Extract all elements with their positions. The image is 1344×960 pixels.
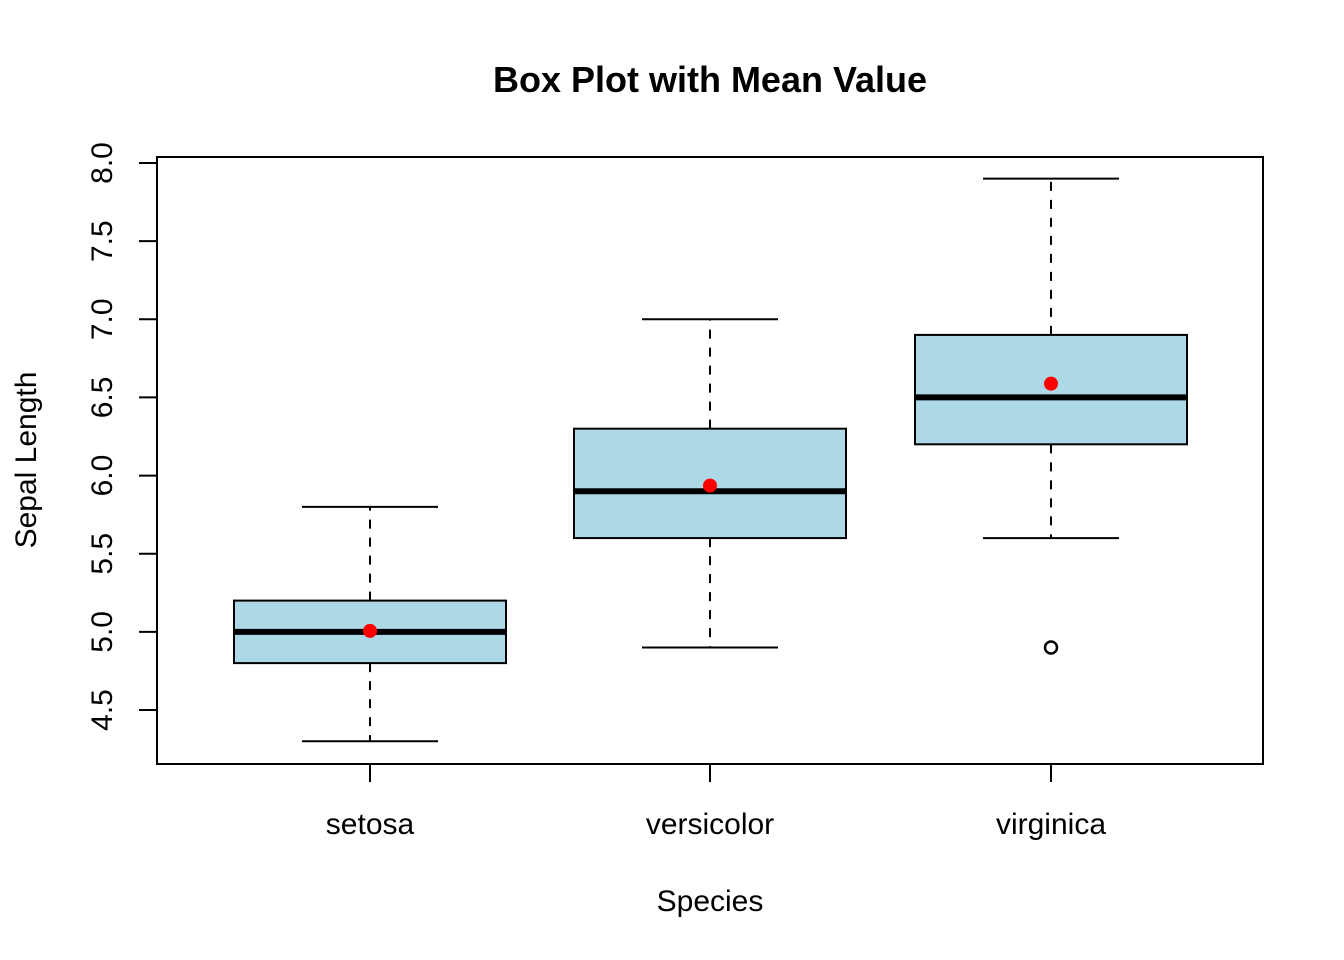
- y-tick-label: 7.5: [86, 220, 119, 262]
- x-axis-label: Species: [657, 885, 764, 918]
- y-tick-label: 5.5: [86, 533, 119, 575]
- x-tick-label: virginica: [996, 808, 1106, 841]
- y-axis-label: Sepal Length: [10, 372, 43, 549]
- box-group-setosa: [233, 505, 507, 743]
- y-axis: 4.5 5.0 5.5 6.0 6.5 7.0 7.5 8.0: [86, 142, 158, 731]
- y-tick-label: 8.0: [86, 142, 119, 184]
- y-tick-label: 5.0: [86, 611, 119, 653]
- chart-title: Box Plot with Mean Value: [493, 59, 927, 100]
- y-tick-label: 4.5: [86, 689, 119, 731]
- x-tick-label: setosa: [326, 808, 415, 841]
- box-group-virginica: [914, 177, 1188, 655]
- x-axis: setosa versicolor virginica: [326, 764, 1106, 841]
- outlier-point: [1043, 640, 1059, 655]
- x-tick-label: versicolor: [646, 808, 774, 841]
- mean-point: [363, 623, 377, 638]
- mean-point: [703, 478, 717, 493]
- y-tick-label: 6.0: [86, 455, 119, 497]
- mean-point: [1044, 376, 1058, 391]
- y-tick-label: 6.5: [86, 377, 119, 419]
- box-group-versicolor: [573, 318, 847, 649]
- y-tick-label: 7.0: [86, 298, 119, 340]
- boxes-layer: [233, 177, 1188, 743]
